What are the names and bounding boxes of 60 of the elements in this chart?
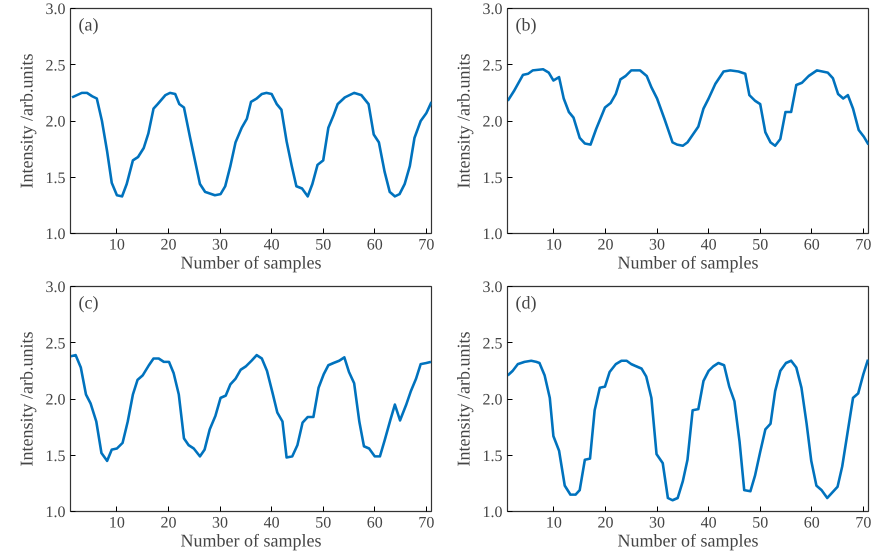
y-tick-label: 2.5 <box>46 57 66 74</box>
x-tick-label: 60 <box>804 514 820 532</box>
x-tick-label: 70 <box>418 236 434 254</box>
x-tick-label: 60 <box>804 236 820 254</box>
x-tick-label: 70 <box>855 514 872 532</box>
y-tick-label: 1.5 <box>46 170 66 187</box>
x-axis-title: Number of samples <box>180 252 322 272</box>
x-tick-label: 60 <box>366 236 383 254</box>
y-axis-title: Intensity /arb.units <box>454 54 474 188</box>
y-tick-label: 2.0 <box>482 114 502 130</box>
x-axis-title: Number of samples <box>180 530 322 550</box>
y-tick-label: 1.0 <box>482 226 502 243</box>
x-axis-title: Number of samples <box>618 252 758 272</box>
x-tick-label: 30 <box>649 514 666 532</box>
y-tick-label: 1.0 <box>46 504 66 521</box>
y-tick-label: 2.0 <box>46 392 66 408</box>
x-tick-label: 30 <box>212 236 228 254</box>
x-tick-label: 20 <box>160 514 176 532</box>
y-axis-title: Intensity /arb.units <box>16 332 36 466</box>
y-tick-label: 3.0 <box>46 279 66 296</box>
y-tick-label: 3.0 <box>482 1 502 18</box>
x-tick-label: 50 <box>315 236 332 254</box>
x-tick-label: 30 <box>649 236 666 254</box>
annotation: (d) <box>516 292 536 312</box>
annotation: (a) <box>78 14 98 34</box>
y-tick-label: 2.0 <box>46 114 66 130</box>
y-tick-label: 2.0 <box>482 392 502 408</box>
annotation: (b) <box>516 14 536 34</box>
x-tick-label: 10 <box>108 514 125 532</box>
y-tick-label: 2.5 <box>482 57 502 74</box>
x-tick-label: 20 <box>597 514 614 532</box>
x-axis-title: Number of samples <box>618 530 758 550</box>
x-tick-label: 10 <box>546 236 562 254</box>
x-tick-label: 50 <box>752 514 768 532</box>
y-tick-label: 2.5 <box>46 335 66 352</box>
y-tick-label: 1.5 <box>482 448 502 465</box>
y-tick-label: 1.0 <box>482 504 502 521</box>
y-axis-title: Intensity /arb.units <box>16 54 36 188</box>
y-tick-label: 1.5 <box>46 448 66 465</box>
annotation: (c) <box>78 292 98 312</box>
x-tick-label: 60 <box>366 514 383 532</box>
x-tick-label: 70 <box>418 514 434 532</box>
x-tick-label: 50 <box>752 236 768 254</box>
x-tick-label: 40 <box>700 236 717 254</box>
x-tick-label: 20 <box>597 236 614 254</box>
x-tick-label: 20 <box>160 236 176 254</box>
y-axis-title: Intensity /arb.units <box>454 332 474 466</box>
x-tick-label: 10 <box>546 514 562 532</box>
x-tick-label: 40 <box>264 236 280 254</box>
y-tick-label: 3.0 <box>482 279 502 296</box>
x-tick-label: 30 <box>212 514 228 532</box>
x-tick-label: 40 <box>700 514 717 532</box>
y-tick-label: 1.5 <box>482 170 502 187</box>
x-tick-label: 10 <box>108 236 125 254</box>
y-tick-label: 2.5 <box>482 335 502 352</box>
y-tick-label: 1.0 <box>46 226 66 243</box>
x-tick-label: 70 <box>855 236 872 254</box>
x-tick-label: 50 <box>315 514 332 532</box>
x-tick-label: 40 <box>264 514 280 532</box>
y-tick-label: 3.0 <box>46 1 66 18</box>
